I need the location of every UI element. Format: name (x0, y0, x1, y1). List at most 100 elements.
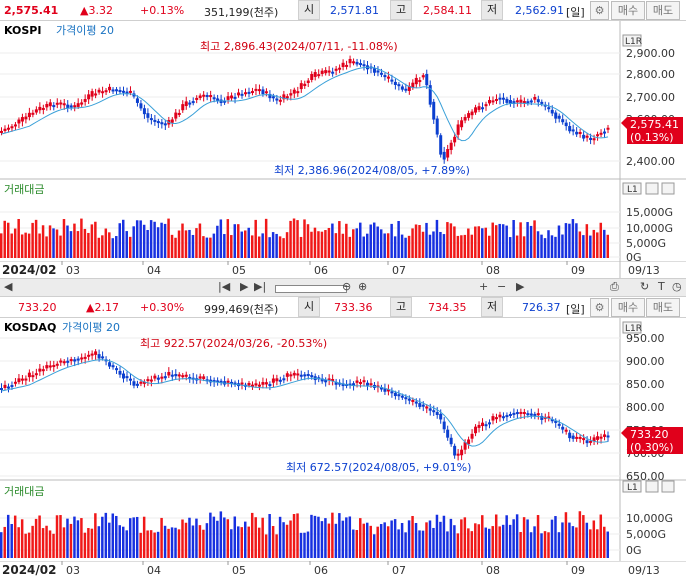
play-icon[interactable]: ▶ (240, 280, 249, 293)
kospi-buy-button[interactable]: 매수 (611, 1, 645, 20)
candle (125, 376, 129, 379)
volume-bar (250, 512, 254, 558)
candle (533, 96, 537, 100)
volume-bar (533, 220, 536, 258)
volume-bar (205, 523, 209, 558)
candle (376, 70, 380, 73)
candle (533, 413, 537, 416)
candle (48, 365, 52, 368)
candle (526, 413, 530, 416)
print-icon[interactable]: ⎙ (610, 280, 619, 293)
first-page-icon[interactable]: |◀ (218, 280, 231, 293)
volume-bar (603, 229, 606, 258)
volume-bar (254, 517, 257, 558)
zoom-slider[interactable] (275, 285, 347, 293)
candle (198, 376, 202, 379)
candle (421, 404, 425, 407)
step-icon[interactable]: ▶| (254, 280, 267, 293)
candle (0, 388, 3, 390)
candle (334, 68, 338, 71)
kosdaq-buy-button[interactable]: 매수 (611, 298, 645, 317)
candle (101, 356, 105, 359)
volume-bar (449, 223, 453, 258)
kospi-sell-button[interactable]: 매도 (646, 1, 680, 20)
volume-bar (167, 218, 170, 258)
zoom-in-icon[interactable]: ⊕ (358, 280, 368, 293)
candle (519, 99, 523, 103)
volume-bar (6, 514, 10, 558)
volume-bar (582, 235, 585, 258)
candle (135, 383, 139, 386)
candle (575, 436, 579, 439)
volume-bar (596, 529, 599, 558)
kosdaq-chart[interactable]: KOSDAQ 가격이평 20 거래대금 최고 922.57(2024/03/26… (0, 318, 686, 561)
candle (400, 395, 404, 398)
candle (303, 83, 307, 87)
volume-bar (52, 533, 55, 558)
volume-bar (425, 522, 428, 558)
volume-bar (87, 528, 90, 558)
candle (446, 429, 450, 438)
settings-gear-icon[interactable]: ⚙ (590, 298, 609, 317)
kosdaq-vol-label: 거래대금 (4, 485, 44, 498)
scroll-left-icon[interactable]: ◀ (4, 280, 13, 293)
volume-bar (240, 527, 243, 558)
zoom-out-icon[interactable]: ⊖ (342, 280, 352, 293)
volume-bar (254, 219, 257, 258)
candle (366, 382, 369, 386)
candle (606, 127, 610, 130)
candle (547, 416, 551, 419)
volume-bar (170, 527, 174, 558)
candle (261, 382, 265, 385)
volume-bar (481, 515, 484, 558)
candle (564, 429, 568, 432)
scroll-right-icon[interactable]: ▶ (516, 280, 525, 293)
candle (83, 99, 87, 102)
text-icon[interactable]: T (658, 280, 665, 293)
x-tick-label: 09 (571, 564, 585, 577)
volume-bar (125, 231, 128, 258)
candle (80, 102, 84, 105)
volume-bar (0, 532, 3, 558)
candle (66, 360, 70, 363)
volume-bar (557, 225, 561, 258)
kosdaq-period[interactable]: [일] (566, 303, 585, 316)
volume-bar (52, 228, 55, 258)
candle (41, 107, 45, 110)
minus-icon[interactable]: − (497, 280, 507, 293)
candle (488, 99, 491, 104)
candle (184, 101, 188, 107)
candle (205, 379, 209, 382)
volume-bar (90, 528, 94, 558)
volume-bar (160, 517, 163, 558)
candle (463, 442, 467, 450)
volume-bar (83, 532, 87, 558)
crosshair-icon[interactable]: + (479, 280, 489, 293)
candle (345, 64, 349, 67)
candle (606, 435, 610, 438)
candle (3, 384, 7, 388)
kosdaq-change-pct: +0.30% (140, 301, 185, 314)
volume-bar (94, 221, 97, 258)
volume-bar (62, 219, 66, 258)
kospi-period[interactable]: [일] (566, 6, 585, 19)
volume-bar (505, 515, 508, 558)
kospi-panel-buttons[interactable]: L1R L1 (622, 34, 675, 195)
clock-icon[interactable]: ◷ (672, 280, 682, 293)
settings-gear-icon[interactable]: ⚙ (590, 1, 609, 20)
kosdaq-sell-button[interactable]: 매도 (646, 298, 680, 317)
candle (296, 373, 300, 376)
candle (135, 98, 139, 103)
candle (146, 379, 150, 382)
candle (202, 376, 206, 379)
volume-bar (578, 511, 582, 558)
candle (52, 105, 56, 108)
candle (115, 89, 119, 92)
kosdaq-panel-buttons[interactable]: L1R L1 (622, 321, 675, 493)
candle (195, 97, 199, 100)
volume-bar (564, 223, 568, 258)
refresh-icon[interactable]: ↻ (640, 280, 650, 293)
kospi-chart[interactable]: KOSPI 가격이평 20 거래대금 최고 2,896.43(2024/07/1… (0, 21, 686, 279)
volume-bar (108, 522, 111, 558)
volume-bar (250, 235, 254, 258)
